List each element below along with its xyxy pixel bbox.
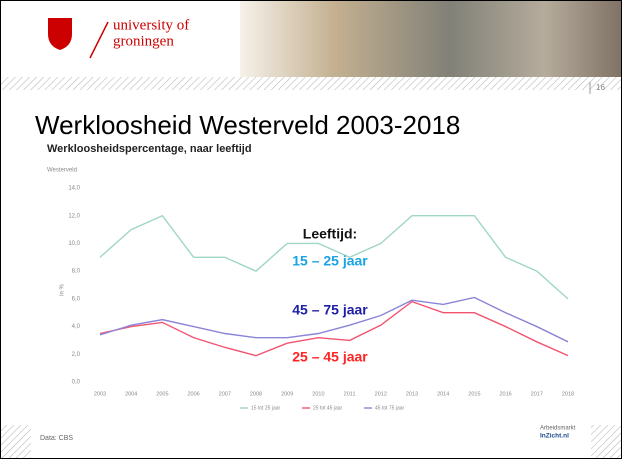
x-tick-label: 2017: [531, 391, 543, 397]
series-line: [99, 300, 569, 357]
header-band: [1, 77, 621, 90]
annotation: 25 – 45 jaar: [292, 349, 368, 365]
partner-text: InZicht.nl: [540, 433, 569, 440]
y-axis-label: in %: [60, 283, 66, 295]
x-tick-label: 2007: [219, 391, 231, 397]
corner-band: [1, 425, 31, 458]
y-tick-label: 10,0: [68, 241, 80, 247]
y-tick-label: 8,0: [72, 269, 81, 275]
y-tick-label: 12,0: [68, 213, 80, 219]
x-tick-label: 2008: [250, 391, 262, 397]
slide-title: Werkloosheid Westerveld 2003-2018: [35, 110, 460, 140]
legend-label: 45 tot 75 jaar: [375, 405, 405, 411]
x-tick-label: 2018: [562, 391, 574, 397]
header-photo: [240, 1, 621, 77]
logo-slash: [89, 21, 109, 59]
logo-shield: [48, 18, 72, 50]
x-tick-label: 2014: [437, 391, 449, 397]
x-tick-label: 2016: [499, 391, 511, 397]
x-tick-label: 2011: [344, 391, 356, 397]
x-tick-label: 2015: [468, 391, 480, 397]
annotation: 15 – 25 jaar: [292, 253, 368, 269]
x-tick-label: 2005: [156, 391, 168, 397]
annotation: 45 – 75 jaar: [292, 302, 368, 318]
x-tick-label: 2009: [281, 391, 293, 397]
partner-text: Arbeidsmarkt: [540, 426, 576, 432]
y-tick-label: 14,0: [68, 186, 80, 192]
annotation: Leeftijd:: [303, 226, 357, 242]
y-tick-label: 6,0: [72, 296, 81, 302]
x-tick-label: 2004: [125, 391, 137, 397]
y-tick-label: 0,0: [72, 380, 81, 386]
logo-text: university of: [113, 17, 189, 33]
y-tick-label: 2,0: [72, 352, 81, 358]
series-line: [99, 296, 569, 343]
x-tick-label: 2006: [187, 391, 199, 397]
page-number: 16: [596, 83, 605, 92]
series-line: [99, 214, 569, 300]
logo-text: groningen: [113, 33, 174, 49]
chart-subtitle: Westerveld: [47, 168, 77, 174]
x-tick-label: 2012: [375, 391, 387, 397]
partner-logo: [535, 420, 585, 442]
x-tick-label: 2013: [406, 391, 418, 397]
x-tick-label: 2010: [312, 391, 324, 397]
source: Data: CBS: [40, 435, 73, 442]
legend-label: 15 tot 25 jaar: [251, 405, 281, 411]
legend-label: 25 tot 45 jaar: [313, 405, 343, 411]
corner-band: [591, 425, 621, 458]
chart-title: Werkloosheidspercentage, naar leeftijd: [47, 143, 252, 155]
y-tick-label: 4,0: [72, 324, 81, 330]
x-tick-label: 2003: [94, 391, 106, 397]
